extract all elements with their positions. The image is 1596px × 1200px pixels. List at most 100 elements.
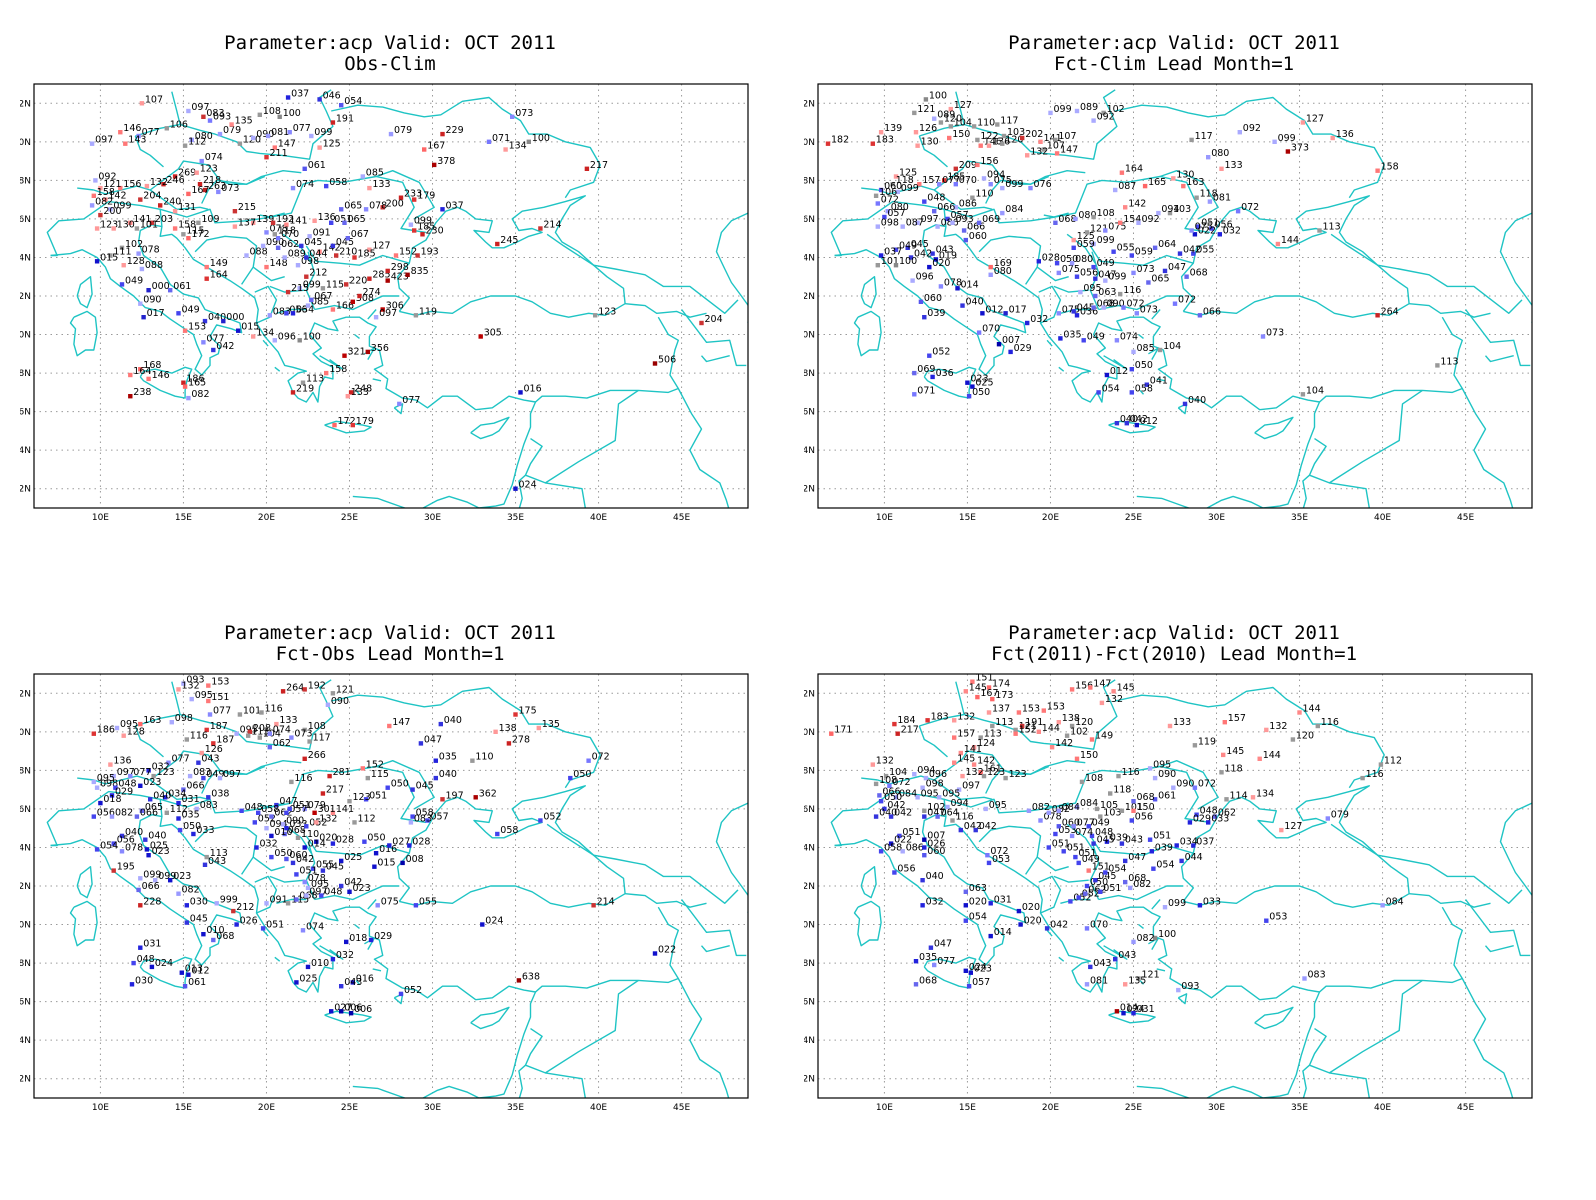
station-value-label: 301 [318,804,336,815]
coastline [1156,378,1166,382]
station-marker [317,249,322,254]
station-value-label: 051 [1078,848,1096,859]
latitude-tick-label: 34N [804,446,815,456]
station-marker [986,143,992,148]
station-value-label: 125 [899,168,917,179]
station-marker [186,191,191,197]
station-value-label: 062 [1218,808,1236,819]
longitude-tick-label: 30E [424,1103,441,1113]
station-value-label: 130 [1176,169,1194,180]
coastline [1058,956,1065,962]
station-marker [912,370,917,376]
station-value-label: 118 [1225,763,1243,774]
station-marker [146,376,151,382]
station-marker [398,991,404,997]
station-marker [1142,183,1148,189]
station-marker [93,178,98,183]
station-marker [231,908,236,914]
station-value-label: 085 [311,297,329,308]
station-value-label: 095 [1153,759,1171,770]
station-value-label: 084 [1005,204,1023,215]
station-marker [963,889,968,894]
station-marker [923,775,929,781]
station-value-label: 098 [175,713,193,724]
latitude-tick-label: 34N [20,446,31,456]
station-marker [952,718,957,723]
station-value-label: 078 [270,223,288,234]
latitude-tick-label: 42N [20,292,31,302]
station-marker [915,143,920,148]
station-marker [284,856,289,862]
coastline [1098,885,1184,901]
coastline [319,355,344,370]
station-value-label: 192 [276,214,294,225]
station-value-label: 047 [424,734,442,745]
station-marker [191,831,196,837]
station-value-label: 068 [1128,873,1146,884]
station-value-label: 075 [1195,222,1213,233]
station-marker [1000,141,1005,146]
coastline [269,285,305,293]
station-value-label: 147 [1093,679,1111,690]
station-marker [922,845,927,850]
station-value-label: 121 [1019,721,1037,732]
station-value-label: 058 [329,177,347,188]
station-value-label: 082 [95,196,113,207]
station-value-label: 057 [887,208,905,219]
station-marker [1056,270,1061,276]
station-marker [873,193,879,198]
station-marker [330,810,336,815]
coastline [396,195,626,318]
station-marker [407,843,412,848]
coastline [69,310,98,357]
station-marker [1099,700,1105,706]
station-value-label: 233 [404,189,422,200]
station-value-label: 028 [412,837,430,848]
station-marker [412,197,417,202]
station-value-label: 045 [1077,302,1095,313]
station-value-label: 099 [1054,104,1072,115]
station-marker [938,120,944,125]
station-marker [184,920,189,925]
station-value-label: 099 [901,183,919,194]
station-value-label: 051 [266,919,284,930]
station-marker [302,845,307,850]
station-marker [284,222,289,227]
station-marker [136,251,141,256]
coastline [518,1064,526,1098]
station-value-label: 097 [309,887,327,898]
station-value-label: 017 [1009,304,1027,315]
coastline [1003,175,1050,185]
station-marker [1152,935,1158,941]
station-marker [1049,745,1055,750]
station-marker [568,775,573,781]
coastline [1046,339,1053,347]
station-value-label: 049 [1092,817,1110,828]
station-value-label: 103 [1007,127,1025,138]
station-value-label: 114 [1230,790,1248,801]
station-marker [347,799,352,804]
station-value-label: 246 [167,175,185,186]
station-marker [1000,185,1005,191]
station-value-label: 144 [1303,704,1321,715]
station-value-label: 168 [143,360,161,371]
station-marker [141,315,146,320]
station-value-label: 063 [969,883,987,894]
coastline [545,1072,586,1098]
station-value-label: 090 [1107,299,1125,310]
station-value-label: 032 [260,839,278,850]
coastline [372,968,382,972]
coastline [715,802,748,913]
station-marker [922,837,927,842]
station-value-label: 147 [392,717,410,728]
station-value-label: 127 [372,241,390,252]
latitude-tick-label: 50N [804,728,815,738]
station-marker [204,276,209,281]
coastline [1098,295,1184,311]
station-value-label: 102 [1107,104,1125,115]
station-value-label: 072 [990,846,1008,857]
station-value-label: 006 [344,1002,362,1013]
station-marker [1172,301,1178,306]
station-value-label: 010 [206,925,224,936]
station-value-label: 090 [331,696,349,707]
